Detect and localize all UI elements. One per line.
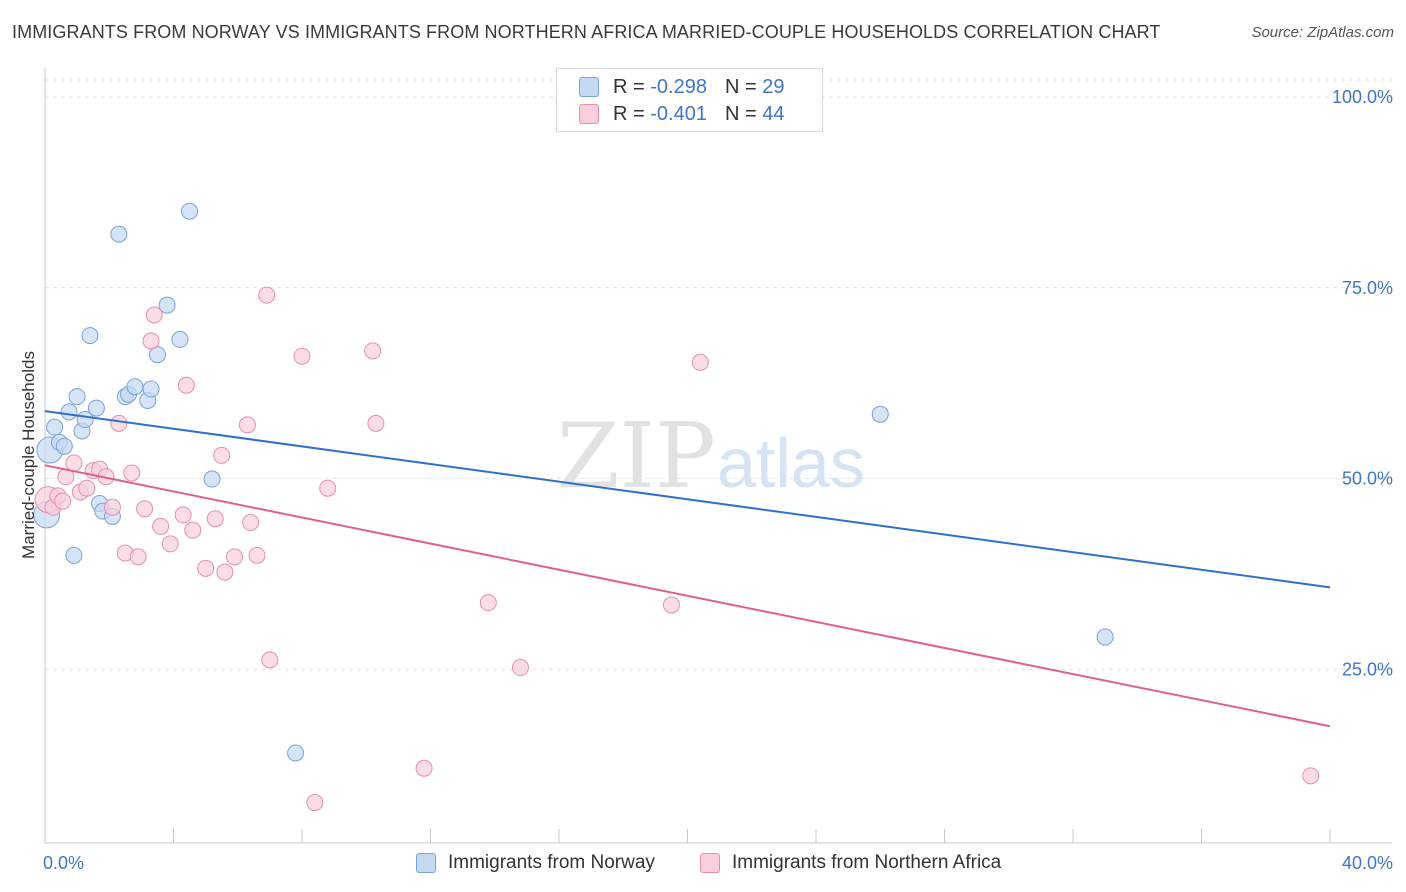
norway-point xyxy=(60,403,78,421)
norway-point xyxy=(171,330,189,348)
axes: 25.0% 50.0% 75.0% 100.0% 0.0% 40.0% xyxy=(43,68,1393,873)
norway-point xyxy=(68,388,86,406)
y-tick-label: 75.0% xyxy=(1342,278,1393,298)
africa-point xyxy=(367,414,385,432)
africa-point xyxy=(238,416,256,434)
africa-point xyxy=(110,414,128,432)
norway-swatch xyxy=(579,77,599,97)
norway-point xyxy=(1096,628,1114,646)
africa-point xyxy=(177,376,195,394)
africa-point xyxy=(136,500,154,518)
norway-point xyxy=(46,418,64,436)
africa-point xyxy=(415,759,433,777)
africa-point xyxy=(364,342,382,360)
africa-point xyxy=(261,651,279,669)
stats-legend: R = -0.298 N = 29 R = -0.401 N = 44 xyxy=(556,68,823,132)
watermark: ZIP atlas xyxy=(557,404,865,509)
x-tick-label: 0.0% xyxy=(43,853,84,873)
legend-item-norway: Immigrants from Norway xyxy=(416,852,655,874)
africa-point xyxy=(142,332,160,350)
africa-point xyxy=(258,286,276,304)
africa-point xyxy=(479,594,497,612)
africa-swatch xyxy=(579,104,599,124)
norway-point xyxy=(287,744,305,762)
r-label: R = xyxy=(613,102,645,125)
n-label: N = xyxy=(724,102,757,125)
norway-point xyxy=(87,399,105,417)
africa-point xyxy=(248,546,266,564)
norway-n-value: 29 xyxy=(762,75,785,98)
africa-point xyxy=(174,506,192,524)
grid xyxy=(45,79,1392,670)
africa-point xyxy=(242,514,260,532)
n-label: N = xyxy=(724,75,757,98)
africa-point xyxy=(662,596,680,614)
africa-point xyxy=(129,548,147,566)
y-tick-label: 100.0% xyxy=(1332,87,1393,107)
africa-point xyxy=(197,559,215,577)
africa-point xyxy=(65,454,83,472)
norway-point xyxy=(65,546,83,564)
africa-point xyxy=(184,521,202,539)
watermark-atlas: atlas xyxy=(717,424,865,502)
africa-point xyxy=(103,498,121,516)
africa-point xyxy=(319,479,337,497)
norway-point xyxy=(55,437,73,455)
africa-trend-line xyxy=(44,464,1331,728)
data-points xyxy=(33,202,1320,812)
africa-point xyxy=(306,794,324,812)
source-label: Source: ZipAtlas.com xyxy=(1251,24,1394,41)
norway-point xyxy=(148,346,166,364)
africa-point xyxy=(161,535,179,553)
norway-trend-line xyxy=(44,410,1331,589)
africa-legend-swatch xyxy=(700,853,720,873)
africa-point xyxy=(511,659,529,677)
africa-point xyxy=(1302,767,1320,785)
africa-point xyxy=(226,548,244,566)
y-tick-label: 50.0% xyxy=(1342,469,1393,489)
africa-point xyxy=(152,517,170,535)
africa-point xyxy=(293,347,311,365)
norway-point xyxy=(871,405,889,423)
africa-legend-label: Immigrants from Northern Africa xyxy=(732,852,1002,873)
africa-point xyxy=(206,510,224,528)
africa-n-value: 44 xyxy=(762,102,785,125)
africa-point xyxy=(216,563,234,581)
x-tick-label: 40.0% xyxy=(1342,853,1393,873)
norway-point xyxy=(110,225,128,243)
norway-point xyxy=(203,470,221,488)
africa-point xyxy=(123,464,141,482)
norway-point xyxy=(158,296,176,314)
r-label: R = xyxy=(613,75,645,98)
norway-point xyxy=(142,380,160,398)
africa-point xyxy=(54,492,72,510)
norway-point xyxy=(181,202,199,220)
norway-r-value: -0.298 xyxy=(650,75,707,98)
norway-legend-swatch xyxy=(416,853,436,873)
legend-item-africa: Immigrants from Northern Africa xyxy=(700,852,1001,874)
norway-point xyxy=(81,327,99,345)
chart-title: IMMIGRANTS FROM NORWAY VS IMMIGRANTS FRO… xyxy=(12,22,1161,42)
africa-point xyxy=(213,446,231,464)
africa-point xyxy=(78,479,96,497)
y-axis-label: Married-couple Households xyxy=(19,351,38,559)
norway-legend-label: Immigrants from Norway xyxy=(448,852,655,873)
africa-point xyxy=(691,353,709,371)
africa-r-value: -0.401 xyxy=(650,102,707,125)
y-tick-label: 25.0% xyxy=(1342,659,1393,679)
legend-row-africa: R = -0.401 N = 44 xyxy=(579,102,784,126)
legend-row-norway: R = -0.298 N = 29 xyxy=(579,75,784,99)
trend-lines xyxy=(44,410,1331,728)
africa-point xyxy=(145,306,163,324)
norway-point xyxy=(126,378,144,396)
